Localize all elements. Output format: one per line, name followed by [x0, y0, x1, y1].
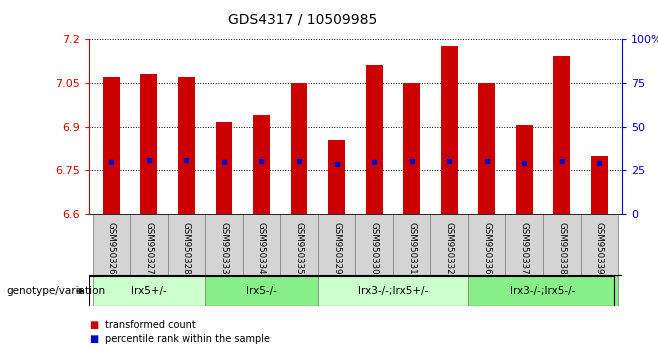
Bar [280, 214, 318, 276]
Bar [205, 214, 243, 276]
Bar [253, 115, 270, 214]
Text: GSM950337: GSM950337 [520, 222, 529, 274]
Text: GSM950333: GSM950333 [220, 222, 228, 274]
Bar [468, 276, 618, 306]
Bar [468, 214, 505, 276]
Bar [403, 83, 420, 214]
Bar [291, 83, 307, 214]
Bar [140, 74, 157, 214]
Bar [318, 214, 355, 276]
Bar [216, 122, 232, 214]
Bar [93, 276, 205, 306]
Bar [205, 276, 318, 306]
Text: lrx5+/-: lrx5+/- [131, 286, 166, 296]
Text: lrx5-/-: lrx5-/- [246, 286, 277, 296]
Bar [430, 214, 468, 276]
Text: lrx3-/-;lrx5+/-: lrx3-/-;lrx5+/- [358, 286, 428, 296]
Text: lrx3-/-;lrx5-/-: lrx3-/-;lrx5-/- [511, 286, 576, 296]
Text: GSM950339: GSM950339 [595, 222, 604, 274]
Bar [103, 77, 120, 214]
Text: GSM950327: GSM950327 [144, 222, 153, 274]
Text: GSM950330: GSM950330 [370, 222, 378, 274]
Text: GDS4317 / 10509985: GDS4317 / 10509985 [228, 12, 377, 27]
Text: transformed count: transformed count [105, 320, 196, 330]
Text: GSM950336: GSM950336 [482, 222, 491, 274]
Bar [393, 214, 430, 276]
Bar [553, 56, 570, 214]
Bar [366, 65, 382, 214]
Text: GSM950329: GSM950329 [332, 222, 341, 274]
Bar [243, 214, 280, 276]
Text: GSM950328: GSM950328 [182, 222, 191, 274]
Bar [516, 125, 533, 214]
Bar [355, 214, 393, 276]
Bar [318, 276, 468, 306]
Bar [93, 214, 130, 276]
Text: percentile rank within the sample: percentile rank within the sample [105, 334, 270, 344]
Bar [441, 46, 457, 214]
Bar [580, 214, 618, 276]
Bar [130, 214, 168, 276]
Bar [178, 77, 195, 214]
Bar [591, 156, 608, 214]
Text: genotype/variation: genotype/variation [7, 286, 106, 296]
Text: GSM950338: GSM950338 [557, 222, 567, 274]
Text: GSM950332: GSM950332 [445, 222, 453, 274]
Text: ■: ■ [89, 320, 98, 330]
Bar [328, 140, 345, 214]
Text: GSM950326: GSM950326 [107, 222, 116, 274]
Text: GSM950335: GSM950335 [295, 222, 303, 274]
Text: GSM950331: GSM950331 [407, 222, 416, 274]
Bar [168, 214, 205, 276]
Bar [543, 214, 580, 276]
Text: ■: ■ [89, 334, 98, 344]
Bar [505, 214, 543, 276]
Bar [478, 83, 495, 214]
Text: GSM950334: GSM950334 [257, 222, 266, 274]
